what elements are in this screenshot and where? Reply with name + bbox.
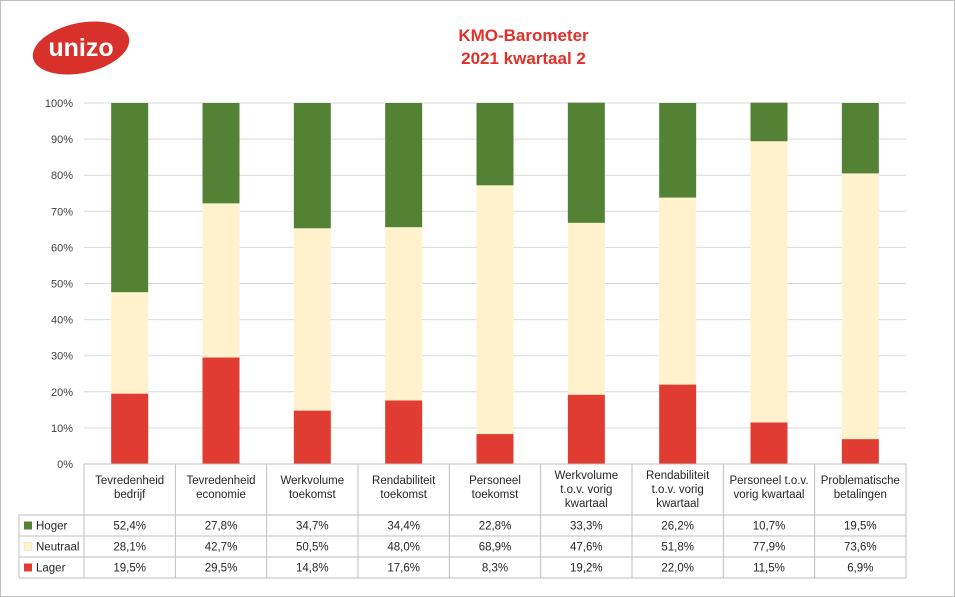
category-label: kwartaal [565, 498, 608, 510]
legend-label: Neutraal [36, 542, 79, 554]
data-label: 34,4% [387, 521, 420, 533]
y-tick-label: 30% [51, 351, 73, 363]
legend-swatch-lager [24, 563, 32, 572]
data-label: 6,9% [847, 563, 873, 575]
bar-lager [293, 410, 331, 464]
y-tick-label: 90% [51, 134, 73, 146]
y-tick-label: 70% [51, 206, 73, 218]
data-label: 42,7% [205, 542, 238, 554]
bar-hoger [476, 103, 514, 186]
category-label: kwartaal [656, 498, 699, 510]
data-label: 22,0% [661, 563, 694, 575]
data-label: 51,8% [661, 542, 694, 554]
bar-neutraal [659, 197, 697, 385]
bar-lager [659, 384, 697, 464]
chart-title-line1: KMO-Barometer [458, 26, 589, 45]
bar-hoger [659, 103, 697, 198]
data-label: 47,6% [570, 542, 603, 554]
y-tick-label: 60% [51, 242, 73, 254]
bar-hoger [293, 103, 331, 229]
category-label: Werkvolume [280, 475, 344, 487]
bar-hoger [841, 103, 879, 174]
bar-lager [750, 422, 788, 464]
bar-neutraal [111, 292, 149, 394]
data-label: 26,2% [661, 521, 694, 533]
bar-neutraal [202, 203, 240, 358]
category-label: betalingen [834, 489, 887, 501]
data-label: 33,3% [570, 521, 603, 533]
chart-title: KMO-Barometer 2021 kwartaal 2 [0, 24, 955, 70]
category-label: t.o.v. vorig [652, 484, 704, 496]
bar-hoger [567, 102, 605, 223]
bar-hoger [202, 103, 240, 204]
logo-ellipse [32, 21, 130, 75]
data-label: 14,8% [296, 563, 329, 575]
category-label: toekomst [472, 489, 519, 501]
legend-swatch-neutraal [23, 542, 33, 551]
y-tick-label: 50% [51, 279, 73, 291]
bar-lager [841, 439, 879, 464]
data-label: 48,0% [387, 542, 420, 554]
bar-neutraal [476, 185, 514, 435]
y-tick-label: 100% [45, 98, 73, 110]
legend-label: Lager [36, 563, 66, 575]
legend-label: Hoger [36, 521, 67, 533]
bar-lager [202, 357, 240, 464]
legend-swatch-hoger [24, 521, 32, 530]
data-label: 19,5% [113, 563, 146, 575]
category-label: Rendabiliteit [646, 470, 710, 482]
category-label: toekomst [289, 489, 336, 501]
category-label: vorig kwartaal [734, 489, 805, 501]
bar-lager [567, 394, 605, 464]
data-label: 77,9% [753, 542, 786, 554]
category-label: Personeel t.o.v. [729, 475, 808, 487]
category-label: Rendabiliteit [372, 475, 436, 487]
data-label: 28,1% [113, 542, 146, 554]
data-label: 34,7% [296, 521, 329, 533]
data-label: 10,7% [753, 521, 786, 533]
logo-text: unizo [48, 34, 113, 62]
data-label: 29,5% [205, 563, 238, 575]
y-tick-label: 20% [51, 387, 73, 399]
bar-hoger [111, 103, 149, 293]
bar-hoger [750, 102, 788, 142]
data-label: 17,6% [387, 563, 420, 575]
category-label: Problematische [821, 475, 900, 487]
bar-neutraal [293, 228, 331, 411]
data-label: 50,5% [296, 542, 329, 554]
data-label: 22,8% [479, 521, 512, 533]
bar-neutraal [567, 222, 605, 395]
category-label: Tevredenheid [95, 475, 164, 487]
data-label: 19,5% [844, 521, 877, 533]
chart-title-line2: 2021 kwartaal 2 [461, 49, 586, 68]
category-label: toekomst [380, 489, 427, 501]
category-label: Personeel [469, 475, 521, 487]
bar-lager [476, 434, 514, 464]
data-label: 27,8% [205, 521, 238, 533]
category-label: t.o.v. vorig [560, 484, 612, 496]
data-label: 52,4% [113, 521, 146, 533]
category-label: Werkvolume [554, 470, 618, 482]
y-tick-label: 0% [57, 459, 73, 471]
data-label: 68,9% [479, 542, 512, 554]
y-tick-label: 80% [51, 170, 73, 182]
category-label: Tevredenheid [186, 475, 255, 487]
bar-neutraal [750, 141, 788, 423]
bar-neutraal [841, 173, 879, 440]
bar-lager [111, 393, 149, 464]
data-label: 11,5% [753, 563, 785, 575]
data-label: 19,2% [570, 563, 603, 575]
y-tick-label: 10% [51, 423, 73, 435]
data-label: 73,6% [844, 542, 877, 554]
category-label: economie [196, 489, 246, 501]
bar-lager [385, 400, 423, 464]
data-label: 8,3% [482, 563, 508, 575]
y-tick-label: 40% [51, 315, 73, 327]
bar-neutraal [385, 227, 423, 401]
unizo-logo: unizo [32, 21, 130, 75]
bar-hoger [385, 103, 423, 228]
category-label: bedrijf [114, 489, 146, 501]
